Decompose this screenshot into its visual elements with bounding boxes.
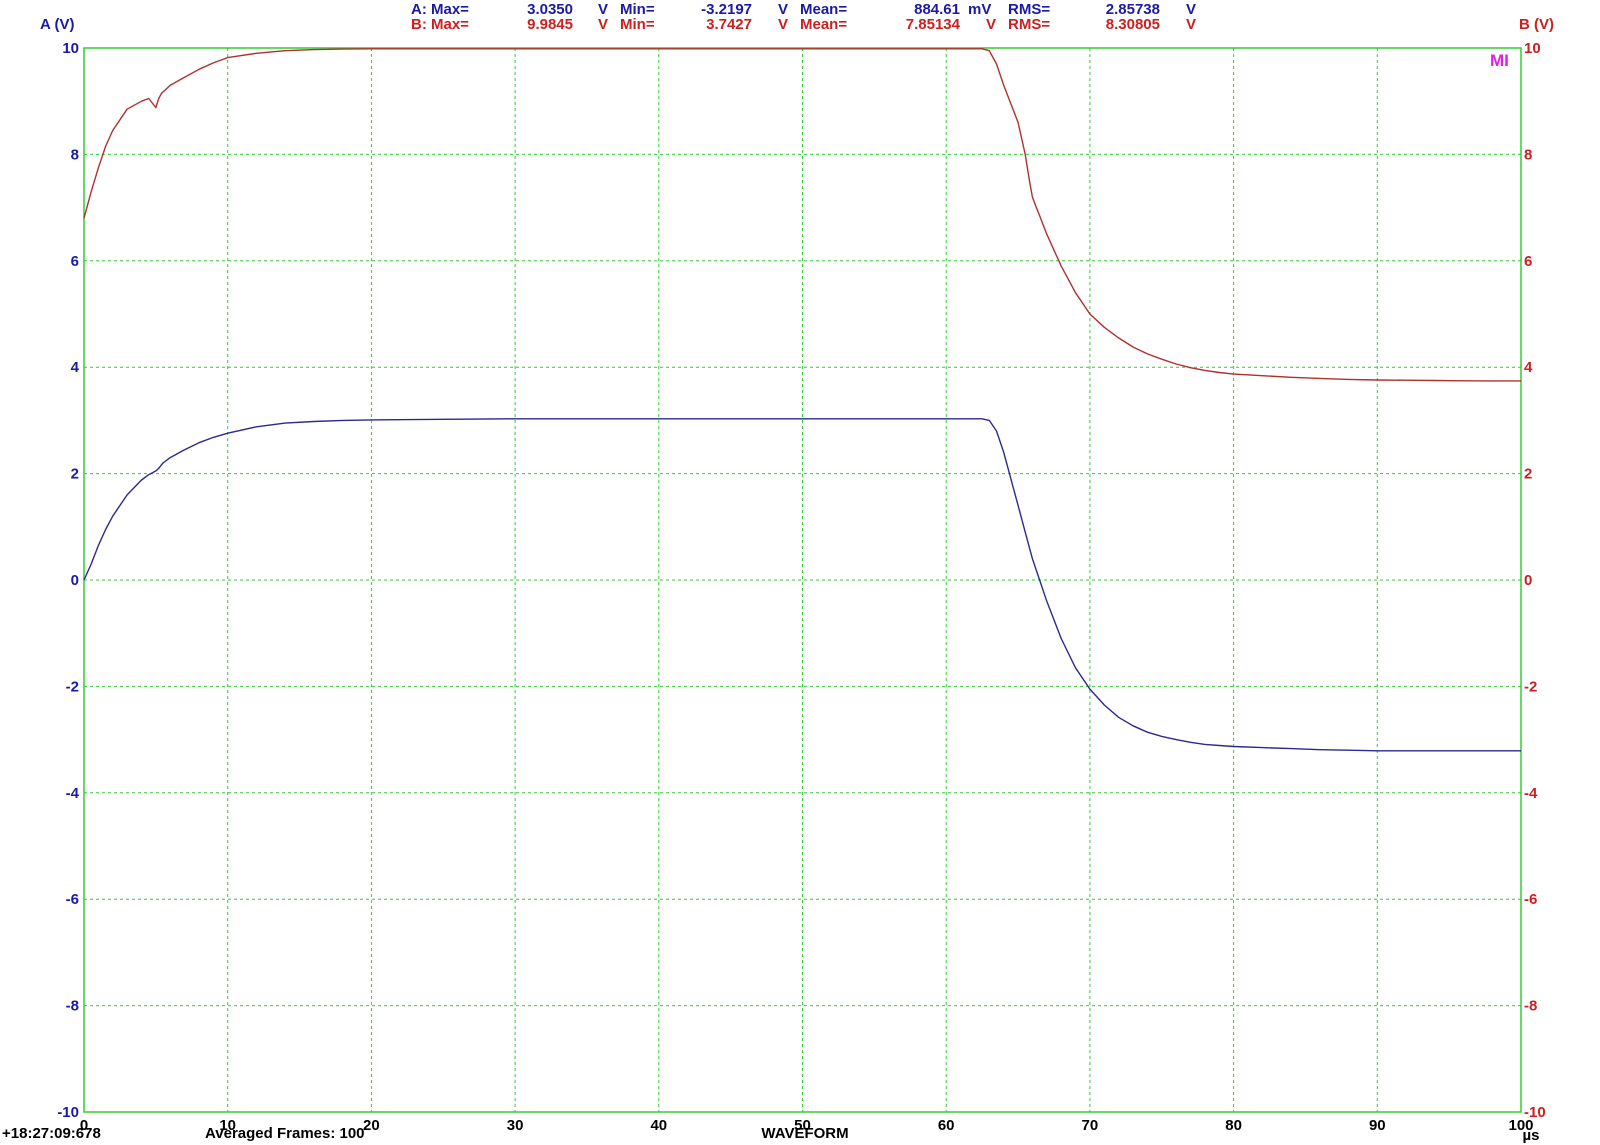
right-y-tick-label: 0 (1524, 572, 1532, 589)
plot-frame (83, 47, 1522, 1113)
timestamp: +18:27:09:678 (2, 1125, 101, 1142)
measurement-readout-a: A: Max= 3.0350 V Min= -3.2197 V Mean= 88… (411, 1, 1196, 18)
left-y-tick-label: 8 (71, 146, 79, 163)
averaged-frames: Averaged Frames: 100 (205, 1125, 365, 1142)
right-y-tick-label: 4 (1524, 359, 1533, 376)
channel-b-max-value: 9.9845 (527, 16, 573, 33)
channel-a-max-unit: V (598, 1, 608, 18)
channel-b-rms-label: RMS= (1008, 16, 1050, 33)
channel-a-min-value: -3.2197 (701, 1, 752, 18)
x-tick-label: 20 (363, 1117, 380, 1134)
right-y-tick-label: 6 (1524, 253, 1532, 270)
waveform-traces (83, 48, 1521, 752)
channel-a-min-unit: V (778, 1, 788, 18)
channel-b-min-label: Min= (620, 16, 655, 33)
x-tick-label: 90 (1369, 1117, 1386, 1134)
trace-channel-a (83, 418, 1521, 752)
x-tick-label: 0 (80, 1117, 88, 1134)
right-y-tick-label: 10 (1524, 40, 1541, 57)
channel-a-mean-value: 884.61 (914, 1, 960, 18)
x-tick-label: 50 (794, 1117, 811, 1134)
right-y-tick-label: -10 (1524, 1104, 1546, 1121)
channel-b-rms-unit: V (1186, 16, 1196, 33)
channel-a-min-label: Min= (620, 1, 655, 18)
x-tick-label: 10 (219, 1117, 236, 1134)
channel-b-mean-label: Mean= (800, 16, 847, 33)
right-y-tick-label: 8 (1524, 146, 1532, 163)
left-y-tick-label: -2 (66, 678, 79, 695)
channel-a-rms-label: RMS= (1008, 1, 1050, 18)
display-mode: WAVEFORM (761, 1125, 848, 1142)
left-y-tick-label: -6 (66, 891, 79, 908)
left-y-tick-label: 6 (71, 253, 79, 270)
x-tick-label: 70 (1082, 1117, 1099, 1134)
channel-a-mean-unit: mV (968, 1, 991, 18)
right-y-tick-label: -4 (1524, 785, 1538, 802)
channel-a-rms-unit: V (1186, 1, 1196, 18)
measurement-readout-b: B: Max= 9.9845 V Min= 3.7427 V Mean= 7.8… (411, 16, 1196, 33)
right-y-tick-label: 2 (1524, 466, 1532, 483)
left-y-tick-label: -10 (57, 1104, 79, 1121)
x-axis-unit: µs (1523, 1127, 1540, 1144)
left-y-tick-label: 4 (71, 359, 80, 376)
right-axis-ticks: -10 -8 -6 -4 -2 0 2 4 6 8 10 (1524, 40, 1546, 1121)
x-tick-label: 80 (1225, 1117, 1242, 1134)
right-axis-title: B (V) (1519, 16, 1554, 33)
right-y-tick-label: -8 (1524, 998, 1537, 1015)
left-axis-ticks: -10 -8 -6 -4 -2 0 2 4 6 8 10 (57, 40, 79, 1121)
right-y-tick-label: -6 (1524, 891, 1537, 908)
x-axis-ticks: 0 10 20 30 40 50 60 70 80 90 100 (80, 1117, 1534, 1134)
left-y-tick-label: 10 (62, 40, 79, 57)
left-y-tick-label: -8 (66, 998, 79, 1015)
x-tick-label: 40 (650, 1117, 667, 1134)
x-tick-label: 30 (507, 1117, 524, 1134)
x-tick-label: 100 (1508, 1117, 1533, 1134)
plot-area (83, 47, 1522, 1113)
channel-b-min-unit: V (778, 16, 788, 33)
channel-a-max-value: 3.0350 (527, 1, 573, 18)
channel-a-mean-label: Mean= (800, 1, 847, 18)
left-y-tick-label: -4 (66, 785, 80, 802)
marker-label: MI (1490, 51, 1509, 70)
left-axis-title: A (V) (40, 16, 74, 33)
left-y-tick-label: 2 (71, 466, 79, 483)
trace-channel-b (83, 48, 1521, 382)
channel-b-max-label: B: Max= (411, 16, 469, 33)
channel-b-rms-value: 8.30805 (1106, 16, 1160, 33)
channel-b-mean-value: 7.85134 (906, 16, 961, 33)
channel-a-rms-value: 2.85738 (1106, 1, 1160, 18)
channel-a-max-label: A: Max= (411, 1, 469, 18)
channel-b-max-unit: V (598, 16, 608, 33)
channel-b-mean-unit: V (986, 16, 996, 33)
x-tick-label: 60 (938, 1117, 955, 1134)
channel-b-min-value: 3.7427 (706, 16, 752, 33)
left-y-tick-label: 0 (71, 572, 79, 589)
grid-lines (83, 47, 1522, 1113)
right-y-tick-label: -2 (1524, 678, 1537, 695)
